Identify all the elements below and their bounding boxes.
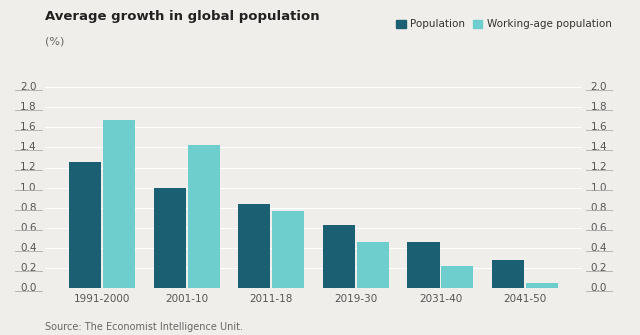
Text: 1.8: 1.8 (20, 102, 36, 112)
Bar (238, 204, 271, 288)
Text: 0.4: 0.4 (591, 243, 607, 253)
Bar (408, 242, 440, 288)
Text: 0.6: 0.6 (591, 223, 607, 233)
Text: 1.2: 1.2 (591, 162, 607, 173)
Bar (272, 211, 304, 288)
Text: 1.0: 1.0 (591, 183, 607, 193)
Text: 1.4: 1.4 (20, 142, 36, 152)
Text: 0.4: 0.4 (20, 243, 36, 253)
Text: 1.4: 1.4 (591, 142, 607, 152)
Text: 2.0: 2.0 (20, 82, 36, 92)
Text: 2.0: 2.0 (591, 82, 607, 92)
Text: 0.0: 0.0 (591, 283, 607, 293)
Text: Source: The Economist Intelligence Unit.: Source: The Economist Intelligence Unit. (45, 322, 243, 332)
Bar (69, 162, 101, 288)
Text: 0.2: 0.2 (591, 263, 607, 273)
Text: 1.6: 1.6 (20, 122, 36, 132)
Bar (441, 266, 474, 288)
Text: Average growth in global population: Average growth in global population (45, 10, 319, 23)
Text: 0.8: 0.8 (591, 203, 607, 213)
Text: 1.8: 1.8 (591, 102, 607, 112)
Bar (188, 145, 220, 288)
Text: 1.0: 1.0 (20, 183, 36, 193)
Text: 0.6: 0.6 (20, 223, 36, 233)
Bar (103, 120, 135, 288)
Text: 1.6: 1.6 (591, 122, 607, 132)
Text: 0.0: 0.0 (20, 283, 36, 293)
Text: 0.2: 0.2 (20, 263, 36, 273)
Text: 1.2: 1.2 (20, 162, 36, 173)
Legend: Population, Working-age population: Population, Working-age population (392, 15, 616, 34)
Bar (492, 260, 524, 288)
Bar (323, 225, 355, 288)
Bar (526, 283, 558, 288)
Text: 0.8: 0.8 (20, 203, 36, 213)
Text: (%): (%) (45, 37, 64, 47)
Bar (154, 188, 186, 288)
Bar (356, 242, 389, 288)
